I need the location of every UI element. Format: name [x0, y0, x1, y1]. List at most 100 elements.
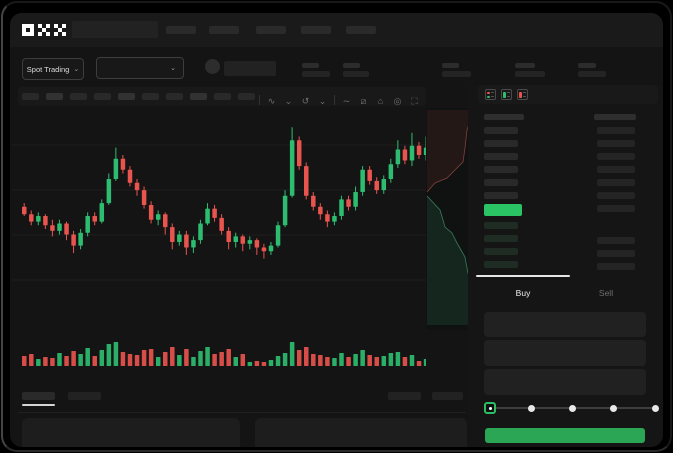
candle [318, 206, 323, 215]
nav-item-placeholder[interactable] [209, 26, 239, 34]
slider-stop-dot[interactable] [651, 404, 659, 412]
candle [381, 179, 387, 191]
right-panel: Buy Sell [468, 85, 663, 447]
volume-bar [268, 360, 274, 366]
book-combined-icon[interactable] [485, 89, 496, 100]
candle [226, 230, 231, 242]
total-input-placeholder[interactable] [484, 369, 646, 395]
nav-item-placeholder[interactable] [346, 26, 376, 34]
candle [254, 240, 260, 248]
candle [247, 240, 253, 244]
bid-row[interactable] [484, 235, 518, 242]
ask-row[interactable] [484, 166, 518, 173]
drawing-tool-placeholder[interactable] [22, 93, 39, 100]
ask-row[interactable] [484, 127, 518, 134]
nav-item-placeholder[interactable] [301, 26, 331, 34]
chevron-down-icon[interactable]: ⌄ [318, 96, 327, 106]
book-bids-icon[interactable] [501, 89, 512, 100]
slider-stop-dot[interactable] [527, 404, 535, 412]
bid-row[interactable] [484, 248, 518, 255]
drawing-tool-placeholder[interactable] [166, 93, 183, 100]
book-size-row[interactable] [597, 237, 635, 244]
ask-row[interactable] [484, 179, 518, 186]
volume-bar [296, 350, 302, 366]
ask-row[interactable] [484, 192, 518, 199]
amount-input-placeholder[interactable] [484, 340, 646, 366]
candle [332, 216, 337, 222]
candle [261, 247, 267, 252]
tab-buy[interactable]: Buy [515, 288, 531, 298]
volume-bar [92, 356, 97, 366]
fullscreen-icon[interactable]: ⛶ [411, 96, 418, 106]
tab-sell[interactable]: Sell [598, 288, 614, 298]
volume-bar [57, 353, 62, 366]
slider-stop-dot[interactable] [610, 404, 618, 412]
candle [148, 204, 154, 220]
undo-icon[interactable]: ↺ [301, 96, 310, 106]
drawing-tool-placeholder[interactable] [94, 93, 111, 100]
candle [395, 149, 401, 165]
bottom-action-placeholder[interactable] [432, 392, 463, 400]
chevron-down-icon[interactable]: ⌄ [284, 96, 293, 106]
orders-tab[interactable] [68, 392, 101, 400]
line-style-icon[interactable]: ∿ [267, 96, 276, 106]
price-input-placeholder[interactable] [484, 312, 646, 337]
last-price-indicator[interactable] [484, 204, 522, 216]
volume-bar [113, 342, 119, 366]
book-size-row[interactable] [597, 140, 635, 147]
compare-icon[interactable]: ⧄ [360, 96, 367, 106]
candle [50, 225, 55, 231]
slider-handle[interactable] [484, 402, 496, 414]
book-size-row[interactable] [597, 179, 635, 186]
ask-row[interactable] [484, 153, 518, 160]
nav-item-placeholder[interactable] [166, 26, 196, 34]
volume-bar [289, 342, 295, 366]
drawing-tool-placeholder[interactable] [46, 93, 63, 100]
volume-bar [395, 352, 401, 366]
slider-stop-dot[interactable] [569, 404, 576, 412]
candle [240, 236, 246, 244]
toolbar-divider [334, 94, 335, 105]
buy-submit-button[interactable] [485, 428, 645, 443]
book-size-row[interactable] [597, 153, 635, 160]
candle [141, 190, 147, 205]
book-size-row[interactable] [597, 127, 635, 134]
volume-bar [85, 348, 90, 366]
volume-bar [148, 349, 154, 366]
market-type-dropdown[interactable]: Spot Trading ⌄ [22, 58, 84, 80]
drawing-tool-placeholder[interactable] [238, 93, 255, 100]
top-navbar [10, 13, 663, 47]
okx-logo[interactable] [22, 24, 66, 37]
candle [71, 234, 76, 246]
indicators-icon[interactable]: ∼ [342, 96, 351, 106]
book-asks-icon[interactable] [517, 89, 528, 100]
nav-item-placeholder[interactable] [256, 26, 286, 34]
bid-row[interactable] [484, 261, 518, 268]
orders-tab-active[interactable] [22, 392, 55, 400]
drawing-tool-placeholder[interactable] [214, 93, 231, 100]
drawing-tool-placeholder[interactable] [142, 93, 159, 100]
candle [191, 240, 196, 248]
drawing-tool-placeholder[interactable] [70, 93, 87, 100]
candle [22, 206, 27, 215]
drawing-tool-placeholder[interactable] [190, 93, 207, 100]
book-size-row[interactable] [597, 166, 635, 173]
camera-icon[interactable]: ⌂ [377, 96, 384, 106]
candlestick-chart[interactable] [12, 108, 426, 398]
volume-bar [78, 354, 83, 366]
volume-bar [141, 350, 147, 366]
drawing-tool-placeholder[interactable] [118, 93, 135, 100]
volume-bar [353, 354, 358, 366]
settings-icon[interactable]: ◎ [393, 96, 402, 106]
bottom-action-placeholder[interactable] [388, 392, 421, 400]
book-size-row[interactable] [597, 263, 635, 270]
nav-search-placeholder[interactable] [72, 21, 158, 38]
bid-row[interactable] [484, 222, 518, 229]
volume-bar [106, 344, 112, 366]
book-size-row[interactable] [597, 205, 635, 212]
ask-row[interactable] [484, 140, 518, 147]
pair-selector-dropdown[interactable]: ⌄ [96, 57, 184, 79]
book-size-row[interactable] [597, 250, 635, 257]
volume-bar [177, 355, 182, 366]
book-size-row[interactable] [597, 192, 635, 199]
